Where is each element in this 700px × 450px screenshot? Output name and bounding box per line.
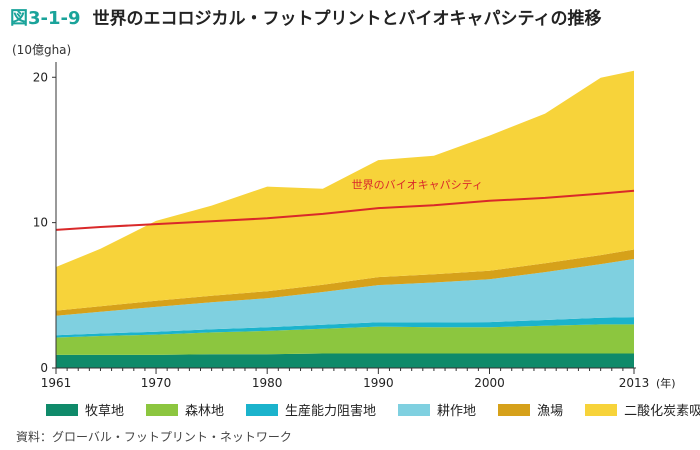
x-tick-label-2: 1980 [252,376,283,390]
biocapacity-label: 世界のバイオキャパシティ [352,178,483,191]
x-axis-unit-suffix: (年) [656,376,676,390]
legend-swatch-2 [246,403,279,416]
y-axis-unit-label: (10億gha) [12,43,72,57]
legend-label-2: 生産能力阻害地 [285,404,377,419]
legend-item-2: 生産能力阻害地 [246,400,376,419]
legend-swatch-0 [46,403,78,416]
legend-label-3: 耕作地 [437,404,477,419]
legend-label-1: 森林地 [185,404,225,419]
legend-swatch-5 [585,403,618,416]
legend-label-5: 二酸化炭素吸収地 [624,404,700,419]
area-series-4 [56,249,634,316]
area-series-3 [56,259,634,336]
source-note: 資料：グローバル・フットプリント・ネットワーク [16,430,292,444]
area-series-5 [56,70,634,311]
chart-legend: 牧草地 森林地 生産能力阻害地 耕作地 漁場 二酸化炭素吸収地 [46,400,700,419]
area-series-0 [56,353,634,368]
legend-swatch-1 [146,403,179,416]
legend-swatch-3 [398,403,431,416]
legend-swatch-4 [498,403,531,416]
chart-title: 世界のエコロジカル・フットプリントとバイオキャパシティの推移 [92,9,602,29]
y-tick-label-0: 0 [40,361,48,375]
area-series-1 [56,324,634,355]
x-tick-label-5: 2013 [619,376,650,390]
legend-item-5: 二酸化炭素吸収地 [585,400,700,419]
legend-item-0: 牧草地 [46,400,124,419]
legend-label-4: 漁場 [537,404,564,419]
legend-item-4: 漁場 [498,400,563,419]
x-tick-label-1: 1970 [141,376,172,390]
legend-item-1: 森林地 [146,400,224,419]
x-tick-label-4: 2000 [474,376,505,390]
chart-title-row: 図3-1-9 世界のエコロジカル・フットプリントとバイオキャパシティの推移 [10,4,602,32]
area-series-2 [56,317,634,338]
chart-plot-area: 世界のバイオキャパシティ 0 10 20 1961 1970 1980 1990 2000 201… [33,62,676,390]
legend-label-0: 牧草地 [85,404,125,419]
x-tick-label-3: 1990 [363,376,394,390]
legend-item-3: 耕作地 [398,400,476,419]
figure-number: 図3-1-9 [10,8,81,29]
biocapacity-line [55,189,635,231]
y-tick-label-2: 20 [33,70,48,84]
y-tick-label-1: 10 [33,216,48,230]
x-tick-label-0: 1961 [41,376,72,390]
